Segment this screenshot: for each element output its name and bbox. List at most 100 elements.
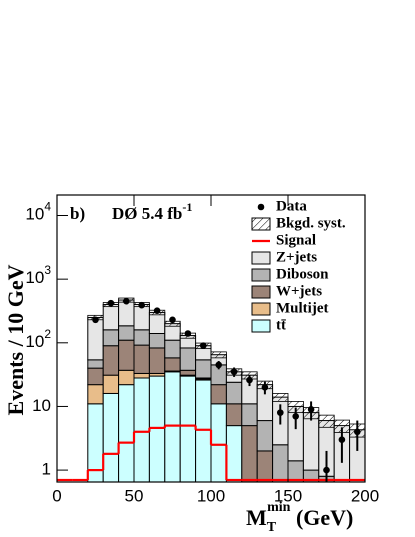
data-point (169, 316, 176, 324)
x-axis-label: MTmin (GeV) (246, 500, 353, 535)
legend-symbol (251, 285, 271, 299)
annotation-sup: -1 (182, 200, 192, 214)
bar-segment (241, 403, 258, 427)
bar-segment (133, 377, 150, 482)
bar-segment (118, 325, 135, 341)
bar-segment (195, 379, 212, 482)
bar-segment (87, 384, 104, 405)
bar-segment (210, 403, 227, 482)
syst-band (318, 414, 335, 428)
legend-label: Multijet (276, 300, 328, 316)
legend-symbol (251, 217, 271, 231)
data-point (107, 299, 115, 307)
syst-band (210, 351, 227, 359)
bar-segment (118, 384, 135, 482)
legend-symbol (257, 203, 265, 211)
bar-segment (87, 359, 104, 369)
annotation-text: DØ 5.4 fb (112, 204, 182, 223)
y-tick-label: 1 (42, 460, 51, 479)
bar-segment (179, 369, 197, 376)
bar-segment (148, 347, 166, 374)
x-label-sup: min (267, 500, 291, 515)
bar-segment (118, 339, 135, 371)
legend-symbol (251, 319, 271, 333)
legend-symbol (251, 302, 271, 316)
bar-segment (179, 347, 197, 371)
bar-segment (164, 371, 181, 482)
legend-label: W+jets (276, 283, 322, 299)
bar-segment (195, 359, 212, 379)
y-tick-label: 103 (25, 263, 51, 287)
data-point (246, 376, 253, 384)
x-tick-label: 150 (274, 486, 302, 505)
bar-segment (164, 357, 181, 372)
bar-segment (225, 425, 243, 482)
bar-segment (302, 412, 320, 471)
x-tick-label: 0 (52, 486, 61, 505)
bar-segment (133, 372, 150, 379)
legend-symbol (251, 251, 271, 265)
legend-label: Z+jets (276, 249, 317, 265)
bar-segment (256, 450, 274, 482)
legend-label: Data (276, 198, 307, 214)
data-point (292, 413, 300, 420)
bar-segment (164, 339, 181, 359)
x-tick-label: 100 (197, 486, 225, 505)
data-point (230, 368, 238, 376)
data-point (277, 409, 284, 416)
bar-segment (133, 344, 150, 374)
data-point (138, 301, 145, 309)
bar-segment (87, 367, 104, 386)
legend-label: tt̄ (276, 317, 287, 333)
bar-segment (241, 425, 258, 482)
bar-segment (102, 392, 120, 482)
bar-segment (148, 332, 166, 349)
data-point (184, 330, 192, 337)
bar-segment (179, 375, 197, 482)
y-tick-label: 102 (25, 327, 51, 351)
axes: 0 50 100 150 200 1 10 102 103 104 (25, 195, 379, 505)
bar-segment (210, 384, 227, 405)
annotation: DØ 5.4 fb-1 (112, 200, 192, 223)
bar-segment (118, 369, 135, 386)
data-point (215, 361, 222, 369)
bar-segment (87, 316, 104, 361)
bar-segment (272, 444, 289, 482)
data-point (92, 316, 99, 324)
x-label-main: M (246, 505, 267, 530)
x-tick-label: 200 (351, 486, 379, 505)
bar-segment (148, 375, 166, 482)
bar-segment (287, 460, 304, 482)
bar-segment (256, 420, 274, 452)
legend-label: Diboson (276, 266, 329, 282)
data-point (153, 307, 161, 314)
legend-symbol (251, 268, 271, 282)
x-tick-label: 50 (125, 486, 144, 505)
x-label-unit: (GeV) (290, 505, 353, 530)
bar-segment (102, 303, 120, 331)
bar-segment (102, 374, 120, 394)
data-point (261, 383, 269, 391)
y-tick-label: 104 (25, 200, 51, 224)
syst-band (272, 393, 289, 402)
data-point (307, 406, 315, 413)
legend-label: Bkgd. syst. (276, 215, 346, 231)
bar-segment (225, 403, 243, 427)
data-point (338, 436, 346, 444)
data-point (123, 297, 130, 305)
bar-segment (133, 329, 150, 346)
bar-segment (102, 345, 120, 376)
data-point (200, 342, 207, 350)
x-label-sub: T (267, 520, 277, 535)
data-point (354, 428, 361, 436)
bar-segment (102, 329, 120, 347)
y-axis-label: Events / 10 GeV (3, 264, 28, 415)
bar-segment (225, 381, 243, 405)
y-tick-label: 10 (32, 396, 51, 415)
bar-segment (148, 311, 166, 334)
panel-label: b) (70, 204, 85, 223)
legend-label: Signal (276, 232, 316, 248)
data-point (323, 466, 330, 474)
